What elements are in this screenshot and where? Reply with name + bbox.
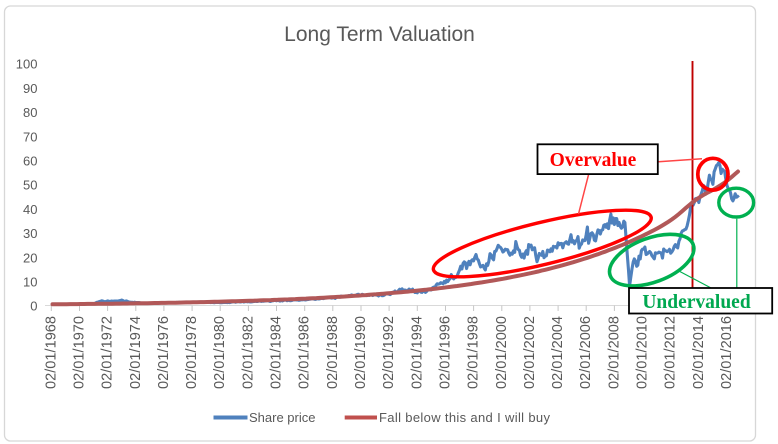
- svg-text:02/01/2012: 02/01/2012: [663, 316, 679, 389]
- svg-text:90: 90: [23, 81, 37, 96]
- svg-text:02/01/1990: 02/01/1990: [353, 316, 369, 389]
- svg-text:02/01/1978: 02/01/1978: [184, 316, 200, 389]
- svg-text:100: 100: [16, 57, 38, 72]
- svg-text:02/01/1998: 02/01/1998: [466, 316, 482, 389]
- svg-text:10: 10: [23, 275, 37, 290]
- svg-text:60: 60: [23, 154, 37, 169]
- svg-text:02/01/1980: 02/01/1980: [212, 316, 228, 389]
- svg-text:02/01/1976: 02/01/1976: [156, 316, 172, 389]
- svg-text:Long Term Valuation: Long Term Valuation: [284, 23, 475, 46]
- svg-text:02/01/1982: 02/01/1982: [240, 316, 256, 389]
- svg-text:02/01/2014: 02/01/2014: [691, 316, 707, 389]
- svg-text:02/01/1984: 02/01/1984: [269, 316, 285, 389]
- svg-text:02/01/2016: 02/01/2016: [719, 316, 735, 389]
- svg-text:02/01/1996: 02/01/1996: [438, 316, 454, 389]
- svg-text:02/01/2010: 02/01/2010: [635, 316, 651, 389]
- svg-text:02/01/2008: 02/01/2008: [606, 316, 622, 389]
- svg-text:80: 80: [23, 105, 37, 120]
- svg-text:Fall below this and I will buy: Fall below this and I will buy: [379, 410, 550, 425]
- svg-text:02/01/1972: 02/01/1972: [100, 316, 116, 389]
- svg-text:02/01/1970: 02/01/1970: [72, 316, 88, 389]
- svg-text:02/01/2000: 02/01/2000: [494, 316, 510, 389]
- svg-text:02/01/1988: 02/01/1988: [325, 316, 341, 389]
- svg-text:50: 50: [23, 178, 37, 193]
- svg-text:Share price: Share price: [249, 410, 315, 425]
- svg-text:Undervalued: Undervalued: [642, 292, 751, 313]
- svg-text:02/01/1974: 02/01/1974: [128, 316, 144, 389]
- svg-text:02/01/2002: 02/01/2002: [522, 316, 538, 389]
- svg-text:02/01/1992: 02/01/1992: [381, 316, 397, 389]
- svg-text:02/01/1968: 02/01/1968: [43, 316, 59, 389]
- svg-text:Overvalue: Overvalue: [550, 150, 637, 171]
- svg-text:20: 20: [23, 250, 37, 265]
- svg-text:40: 40: [23, 202, 37, 217]
- svg-text:02/01/1994: 02/01/1994: [409, 316, 425, 389]
- svg-text:30: 30: [23, 226, 37, 241]
- svg-text:02/01/1986: 02/01/1986: [297, 316, 313, 389]
- svg-text:02/01/2004: 02/01/2004: [550, 316, 566, 389]
- svg-text:70: 70: [23, 129, 37, 144]
- svg-text:0: 0: [30, 299, 37, 314]
- svg-text:02/01/2006: 02/01/2006: [578, 316, 594, 389]
